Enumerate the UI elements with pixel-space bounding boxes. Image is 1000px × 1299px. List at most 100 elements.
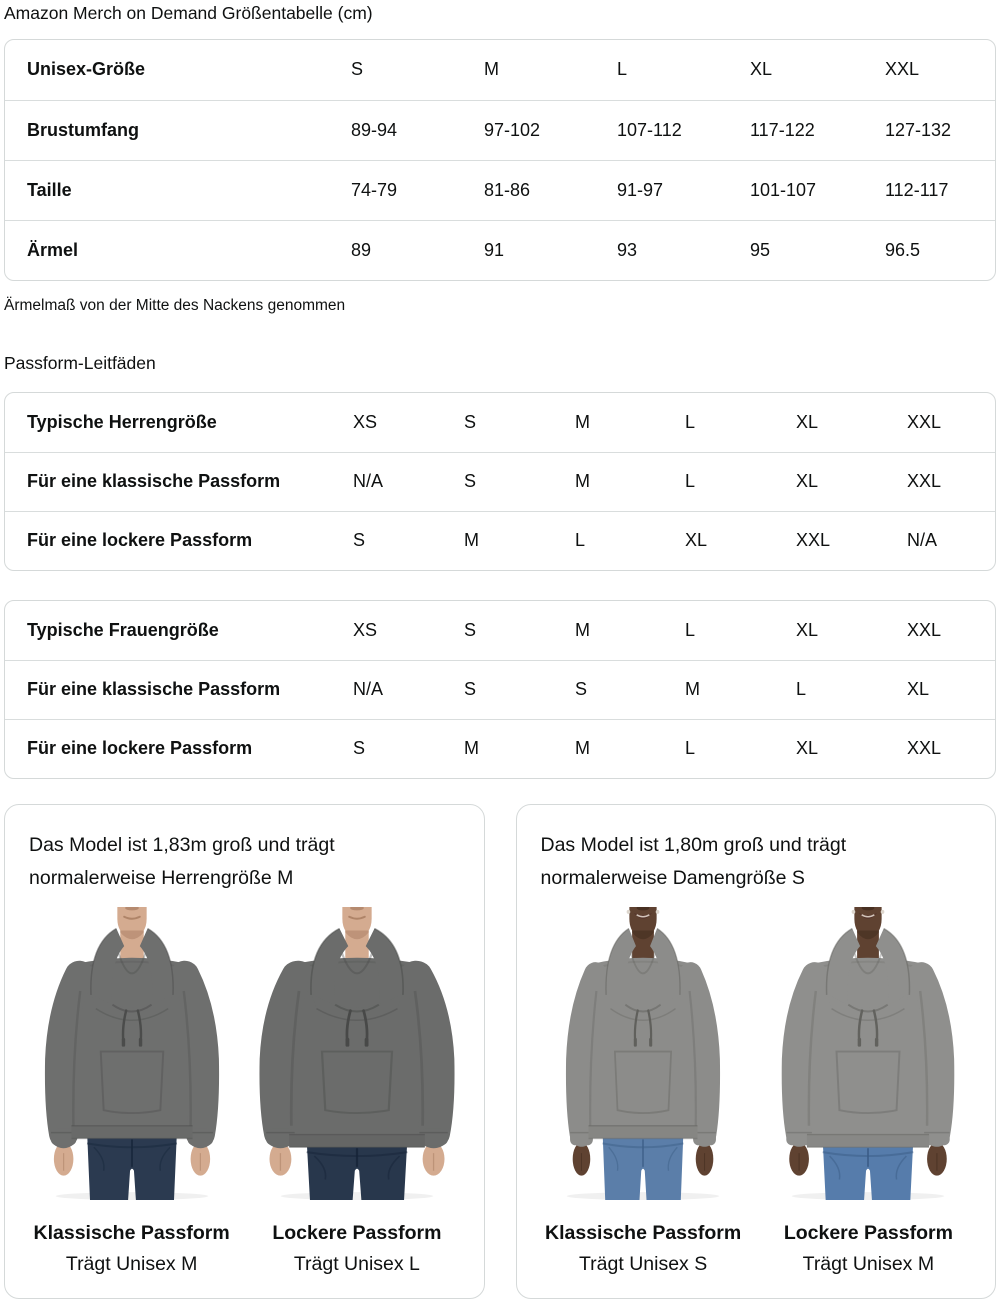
model-cards: Das Model ist 1,83m groß und trägt norma… [4, 804, 996, 1299]
fit-label: Klassische Passform [33, 1222, 230, 1244]
cell-value: N/A [353, 451, 464, 511]
fit-label: Lockere Passform [272, 1222, 442, 1244]
figure-caption: Klassische Passform Trägt Unisex M [34, 1218, 230, 1280]
cell-value: 101-107 [750, 159, 885, 220]
cell-value: 127-132 [885, 99, 995, 160]
model-figure: Klassische Passform Trägt Unisex S [538, 907, 749, 1280]
size-label: Trägt Unisex S [578, 1253, 708, 1275]
figures-row: Klassische Passform Trägt Unisex S [538, 907, 975, 1280]
cell-value: XXL [907, 411, 942, 432]
row-label: Taille [5, 159, 351, 220]
cell-value: M [464, 510, 575, 570]
row-label: Unisex-Größe [27, 59, 146, 80]
table-row: Für eine klassische Passform N/A S S M L… [5, 659, 995, 719]
model-figure: Lockere Passform Trägt Unisex L [251, 907, 462, 1280]
size-label: Trägt Unisex M [802, 1253, 935, 1275]
cell-value: S [464, 451, 575, 511]
card-description: Das Model ist 1,80m groß und trägt norma… [540, 834, 847, 889]
cell-value: M [575, 411, 590, 432]
cell-value: 89 [351, 219, 484, 280]
page-title: Amazon Merch on Demand Größentabelle (cm… [4, 3, 373, 23]
cell-value: XL [907, 659, 995, 719]
cell-value: 97-102 [484, 99, 617, 160]
cell-value: XXL [796, 510, 907, 570]
row-label: Ärmel [5, 219, 351, 280]
cell-value: M [575, 718, 685, 778]
cell-value: 91 [484, 219, 617, 280]
cell-value: 112-117 [885, 159, 995, 220]
mens-fit-table: Typische Herrengröße XS S M L XL XXL Für… [4, 392, 996, 571]
cell-value: S [575, 659, 685, 719]
cell-value: XL [796, 619, 819, 640]
cell-value: L [685, 411, 696, 432]
cell-value: 107-112 [617, 99, 750, 160]
cell-value: S [353, 510, 464, 570]
cell-value: S [464, 411, 477, 432]
cell-value: 81-86 [484, 159, 617, 220]
row-label: Typische Herrengröße [27, 411, 217, 432]
cell-value: L [685, 718, 796, 778]
row-label: Brustumfang [5, 99, 351, 160]
cell-value: 96.5 [885, 219, 995, 280]
cell-value: XXL [907, 451, 995, 511]
cell-value: M [685, 659, 796, 719]
fit-label: Klassische Passform [545, 1222, 742, 1244]
table-row: Für eine lockere Passform S M M L XL XXL [5, 718, 995, 778]
table-row: Für eine lockere Passform S M L XL XXL N… [5, 510, 995, 570]
row-label: Für eine lockere Passform [5, 718, 353, 778]
cell-value: XS [353, 619, 378, 640]
model-figure: Klassische Passform Trägt Unisex M [26, 907, 237, 1280]
cell-value: 93 [617, 219, 750, 280]
cell-value: XL [750, 59, 773, 80]
cell-value: S [351, 59, 364, 80]
row-label: Typische Frauengröße [27, 619, 219, 640]
card-description: Das Model ist 1,83m groß und trägt norma… [29, 834, 335, 889]
model-photo-womens-classic [541, 907, 745, 1200]
size-label: Trägt Unisex L [293, 1253, 420, 1275]
cell-value: L [617, 59, 628, 80]
table-row: Brustumfang 89-94 97-102 107-112 117-122… [5, 99, 995, 160]
table-row: Für eine klassische Passform N/A S M L X… [5, 451, 995, 511]
cell-value: XXL [907, 718, 995, 778]
figure-caption: Lockere Passform Trägt Unisex M [784, 1218, 953, 1280]
cell-value: N/A [907, 510, 995, 570]
figure-caption: Lockere Passform Trägt Unisex L [272, 1218, 441, 1280]
row-label: Für eine klassische Passform [5, 451, 353, 511]
cell-value: XL [796, 718, 907, 778]
table-header-row: Unisex-Größe S M L XL XXL [5, 40, 995, 100]
cell-value: M [575, 451, 685, 511]
model-photo-womens-loose [766, 907, 970, 1200]
fit-guides-heading: Passform-Leitfäden [4, 353, 156, 373]
cell-value: 91-97 [617, 159, 750, 220]
table-row: Ärmel 89 91 93 95 96.5 [5, 219, 995, 280]
cell-value: S [464, 619, 477, 640]
table-row: Typische Herrengröße XS S M L XL XXL [5, 393, 995, 452]
cell-value: L [575, 510, 685, 570]
cell-value: XXL [907, 619, 942, 640]
cell-value: 117-122 [750, 99, 885, 160]
cell-value: N/A [353, 659, 464, 719]
cell-value: M [484, 59, 499, 80]
cell-value: M [575, 619, 590, 640]
cell-value: L [796, 659, 907, 719]
fit-label: Lockere Passform [783, 1222, 953, 1244]
size-label: Trägt Unisex M [65, 1253, 198, 1275]
cell-value: L [685, 619, 696, 640]
model-photo-mens-loose [255, 907, 459, 1200]
cell-value: M [464, 718, 575, 778]
mens-model-card: Das Model ist 1,83m groß und trägt norma… [4, 804, 485, 1299]
womens-fit-table: Typische Frauengröße XS S M L XL XXL Für… [4, 600, 996, 779]
cell-value: 89-94 [351, 99, 484, 160]
cell-value: XL [685, 510, 796, 570]
cell-value: S [464, 659, 575, 719]
cell-value: XL [796, 411, 819, 432]
row-label: Für eine klassische Passform [5, 659, 353, 719]
cell-value: 74-79 [351, 159, 484, 220]
sleeve-measure-note: Ärmelmaß von der Mitte des Nackens genom… [4, 297, 346, 314]
row-label: Für eine lockere Passform [5, 510, 353, 570]
model-figure: Lockere Passform Trägt Unisex M [763, 907, 974, 1280]
unisex-size-table: Unisex-Größe S M L XL XXL Brustumfang 89… [4, 39, 996, 281]
cell-value: XS [353, 411, 378, 432]
cell-value: XL [796, 451, 907, 511]
